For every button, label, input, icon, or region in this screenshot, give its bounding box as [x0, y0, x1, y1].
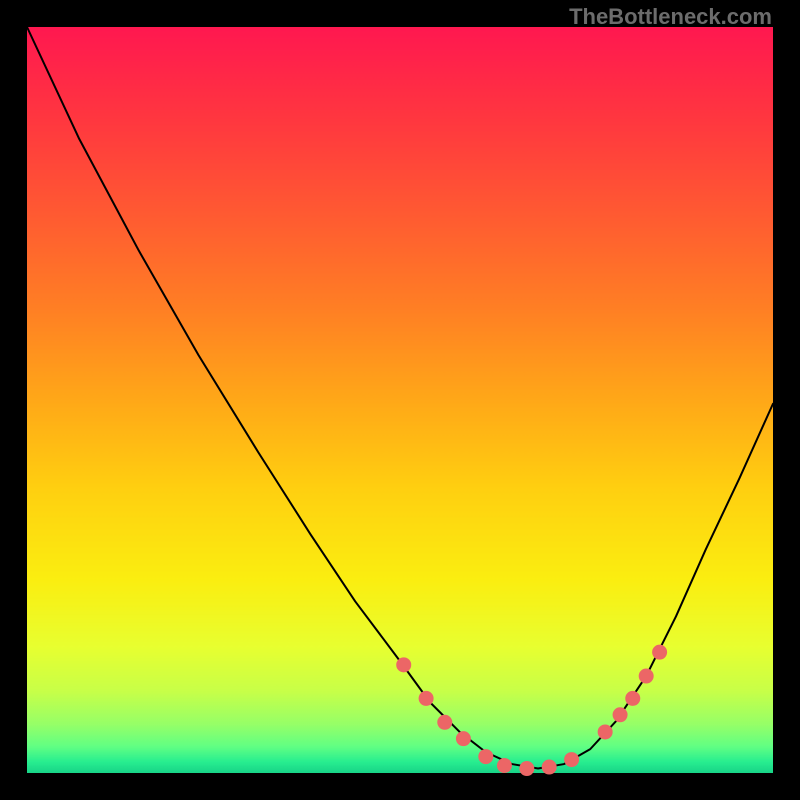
plot-gradient-background: [27, 27, 773, 773]
chart-stage: TheBottleneck.com: [0, 0, 800, 800]
watermark-text: TheBottleneck.com: [569, 4, 772, 30]
